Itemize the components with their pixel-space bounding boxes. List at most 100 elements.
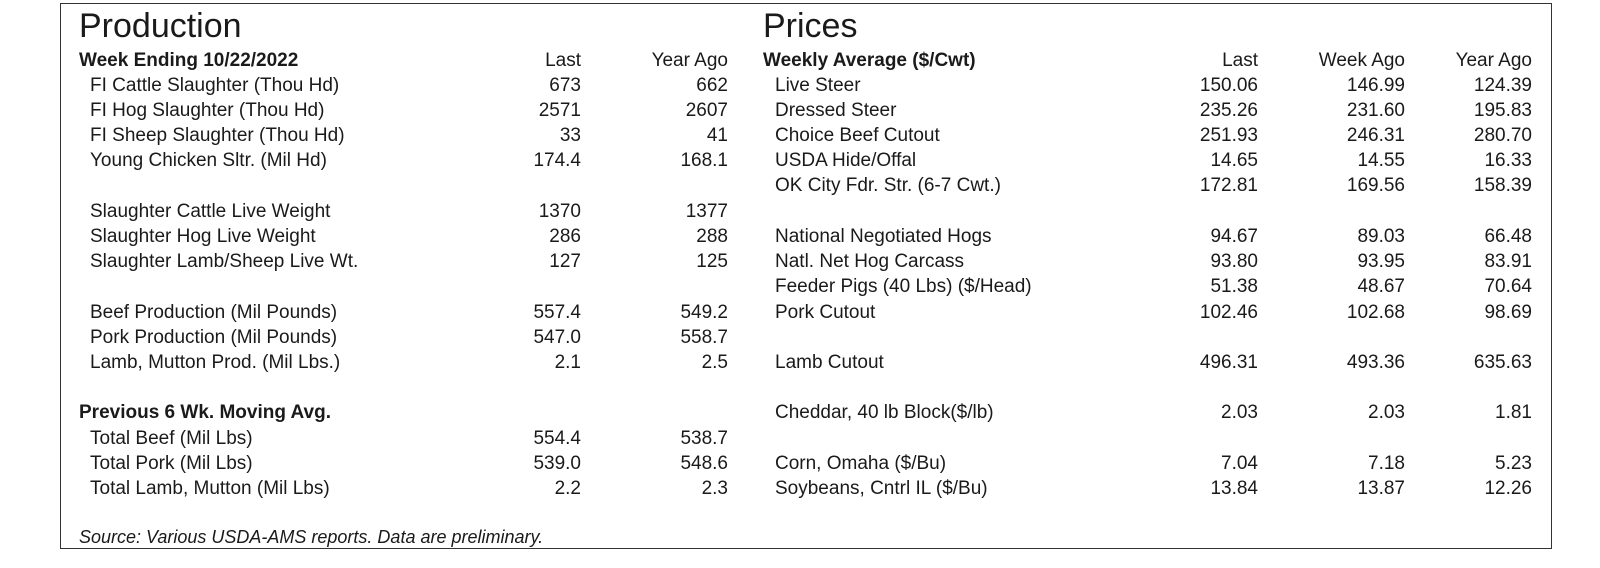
week-ago-value: 102.68 bbox=[1346, 302, 1405, 323]
production-row: Slaughter Lamb/Sheep Live Wt. 127 125 bbox=[0, 249, 1600, 274]
week-ago-value: 93.95 bbox=[1357, 251, 1405, 272]
row-label: Lamb, Mutton Prod. (Mil Lbs.) bbox=[90, 352, 341, 373]
year-ago-value: 98.69 bbox=[1484, 302, 1532, 323]
prices-col-last: Last bbox=[1222, 50, 1258, 71]
row-label: Pork Cutout bbox=[775, 302, 876, 323]
last-value: 2.2 bbox=[554, 478, 581, 499]
row-label: FI Cattle Slaughter (Thou Hd) bbox=[90, 75, 340, 96]
production-row: Slaughter Hog Live Weight 286 288 bbox=[0, 224, 1600, 249]
year-ago-value: 662 bbox=[696, 75, 728, 96]
row-label: FI Hog Slaughter (Thou Hd) bbox=[90, 100, 325, 121]
price-row: Dressed Steer 235.26 231.60 195.83 bbox=[0, 98, 1600, 123]
year-ago-value: 1377 bbox=[685, 201, 728, 222]
year-ago-value: 70.64 bbox=[1484, 276, 1532, 297]
production-row: Pork Production (Mil Pounds) 547.0 558.7 bbox=[0, 325, 1600, 350]
year-ago-value: 280.70 bbox=[1473, 125, 1532, 146]
year-ago-value: 538.7 bbox=[680, 428, 728, 449]
last-value: 102.46 bbox=[1199, 302, 1258, 323]
row-label: Total Pork (Mil Lbs) bbox=[90, 453, 253, 474]
year-ago-value: 158.39 bbox=[1473, 175, 1532, 196]
row-label: Slaughter Lamb/Sheep Live Wt. bbox=[90, 251, 359, 272]
year-ago-value: 288 bbox=[696, 226, 728, 247]
price-row: Soybeans, Cntrl IL ($/Bu) 13.84 13.87 12.26 bbox=[0, 476, 1600, 501]
week-ago-value: 89.03 bbox=[1357, 226, 1405, 247]
last-value: 14.65 bbox=[1210, 150, 1258, 171]
production-col-year-ago: Year Ago bbox=[651, 50, 728, 71]
year-ago-value: 2.5 bbox=[701, 352, 728, 373]
row-label: USDA Hide/Offal bbox=[775, 150, 917, 171]
week-ago-value: 493.36 bbox=[1346, 352, 1405, 373]
last-value: 33 bbox=[559, 125, 581, 146]
last-value: 127 bbox=[549, 251, 581, 272]
week-ago-value: 146.99 bbox=[1346, 75, 1405, 96]
last-value: 496.31 bbox=[1199, 352, 1258, 373]
last-value: 286 bbox=[549, 226, 581, 247]
row-label: OK City Fdr. Str. (6-7 Cwt.) bbox=[775, 175, 1001, 196]
production-col-last: Last bbox=[545, 50, 581, 71]
year-ago-value: 168.1 bbox=[680, 150, 728, 171]
row-label: Total Beef (Mil Lbs) bbox=[90, 428, 253, 449]
year-ago-value: 66.48 bbox=[1484, 226, 1532, 247]
row-label: FI Sheep Slaughter (Thou Hd) bbox=[90, 125, 345, 146]
last-value: 51.38 bbox=[1210, 276, 1258, 297]
last-value: 150.06 bbox=[1199, 75, 1258, 96]
moving-avg-row: Total Lamb, Mutton (Mil Lbs) 2.2 2.3 bbox=[0, 476, 1600, 501]
source-note: Source: Various USDA-AMS reports. Data a… bbox=[79, 527, 544, 547]
row-label: Slaughter Cattle Live Weight bbox=[90, 201, 331, 222]
last-value: 174.4 bbox=[533, 150, 581, 171]
production-row: Beef Production (Mil Pounds) 557.4 549.2 bbox=[0, 300, 1600, 325]
year-ago-value: 125 bbox=[696, 251, 728, 272]
last-value: 2.03 bbox=[1221, 402, 1258, 423]
year-ago-value: 548.6 bbox=[680, 453, 728, 474]
moving-avg-row: Total Beef (Mil Lbs) 554.4 538.7 bbox=[0, 426, 1600, 451]
year-ago-value: 195.83 bbox=[1473, 100, 1532, 121]
year-ago-value: 16.33 bbox=[1484, 150, 1532, 171]
production-row: Lamb, Mutton Prod. (Mil Lbs.) 2.1 2.5 bbox=[0, 350, 1600, 375]
week-ago-value: 14.55 bbox=[1357, 150, 1405, 171]
production-row: Slaughter Cattle Live Weight 1370 1377 bbox=[0, 199, 1600, 224]
last-value: 94.67 bbox=[1210, 226, 1258, 247]
year-ago-value: 2.3 bbox=[701, 478, 728, 499]
row-label: Cheddar, 40 lb Block($/lb) bbox=[775, 402, 994, 423]
production-row: FI Hog Slaughter (Thou Hd) 2571 2607 bbox=[0, 98, 1600, 123]
row-label: Lamb Cutout bbox=[775, 352, 884, 373]
prices-col-year-ago: Year Ago bbox=[1455, 50, 1532, 71]
prices-col-week-ago: Week Ago bbox=[1318, 50, 1405, 71]
production-week-heading: Week Ending 10/22/2022 bbox=[79, 50, 299, 71]
last-value: 557.4 bbox=[533, 302, 581, 323]
row-label: Soybeans, Cntrl IL ($/Bu) bbox=[775, 478, 988, 499]
year-ago-value: 5.23 bbox=[1495, 453, 1532, 474]
production-row: FI Cattle Slaughter (Thou Hd) 673 662 bbox=[0, 73, 1600, 98]
row-label: Slaughter Hog Live Weight bbox=[90, 226, 316, 247]
price-row: Lamb Cutout 496.31 493.36 635.63 bbox=[0, 350, 1600, 375]
price-row: Cheddar, 40 lb Block($/lb) 2.03 2.03 1.81 bbox=[0, 400, 1600, 425]
production-row: FI Sheep Slaughter (Thou Hd) 33 41 bbox=[0, 123, 1600, 148]
moving-avg-heading: Previous 6 Wk. Moving Avg. bbox=[79, 402, 331, 423]
price-row: Natl. Net Hog Carcass 93.80 93.95 83.91 bbox=[0, 249, 1600, 274]
year-ago-value: 41 bbox=[706, 125, 728, 146]
row-label: Feeder Pigs (40 Lbs) ($/Head) bbox=[775, 276, 1032, 297]
price-row: Choice Beef Cutout 251.93 246.31 280.70 bbox=[0, 123, 1600, 148]
year-ago-value: 1.81 bbox=[1495, 402, 1532, 423]
price-row: OK City Fdr. Str. (6-7 Cwt.) 172.81 169.56… bbox=[0, 173, 1600, 198]
row-label: National Negotiated Hogs bbox=[775, 226, 992, 247]
production-row: Young Chicken Sltr. (Mil Hd) 174.4 168.1 bbox=[0, 148, 1600, 173]
price-row: Feeder Pigs (40 Lbs) ($/Head) 51.38 48.67 7… bbox=[0, 274, 1600, 299]
moving-avg-row: Total Pork (Mil Lbs) 539.0 548.6 bbox=[0, 451, 1600, 476]
week-ago-value: 2.03 bbox=[1368, 402, 1405, 423]
price-row: National Negotiated Hogs 94.67 89.03 66.48 bbox=[0, 224, 1600, 249]
year-ago-value: 558.7 bbox=[680, 327, 728, 348]
week-ago-value: 169.56 bbox=[1346, 175, 1405, 196]
price-row: Corn, Omaha ($/Bu) 7.04 7.18 5.23 bbox=[0, 451, 1600, 476]
year-ago-value: 124.39 bbox=[1473, 75, 1532, 96]
row-label: Corn, Omaha ($/Bu) bbox=[775, 453, 947, 474]
last-value: 93.80 bbox=[1210, 251, 1258, 272]
year-ago-value: 12.26 bbox=[1484, 478, 1532, 499]
week-ago-value: 7.18 bbox=[1368, 453, 1405, 474]
prices-weekly-heading: Weekly Average ($/Cwt) bbox=[763, 50, 976, 71]
price-row: USDA Hide/Offal 14.65 14.55 16.33 bbox=[0, 148, 1600, 173]
row-label: Pork Production (Mil Pounds) bbox=[90, 327, 338, 348]
row-label: Live Steer bbox=[775, 75, 861, 96]
last-value: 673 bbox=[549, 75, 581, 96]
last-value: 13.84 bbox=[1210, 478, 1258, 499]
